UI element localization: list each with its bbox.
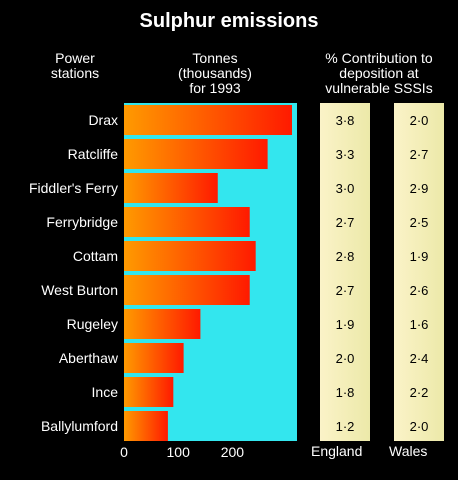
contribution-value: 2·7 [410,147,429,162]
bar [124,207,250,237]
category-label: West Burton [41,282,118,298]
wales-label: Wales [389,443,428,459]
contribution-value: 2·5 [410,215,429,230]
category-label: Cottam [73,248,118,264]
category-label: Ratcliffe [68,146,119,162]
contribution-value: 2·6 [410,283,429,298]
contribution-value: 1·9 [410,249,429,264]
bar [124,275,250,305]
value-header-line: Tonnes [192,50,238,66]
category-label: Ballylumford [41,418,118,434]
category-label: Fiddler's Ferry [29,180,118,196]
value-header: Tonnes (thousands) for 1993 [165,51,265,96]
bar [124,139,268,169]
contribution-value: 2·9 [410,181,429,196]
wales-column [394,103,444,441]
category-label: Ferrybridge [46,214,118,230]
row-header-line: stations [50,65,100,81]
category-label: Aberthaw [59,350,119,366]
row-header: Power stations [40,51,110,81]
contribution-value: 2·0 [410,419,429,434]
england-label: England [311,443,363,459]
row-header-line: Power [55,50,95,66]
bar [124,173,218,203]
value-header-line: for 1993 [189,80,241,96]
contribution-value: 3·3 [336,147,355,162]
category-label: Drax [88,112,118,128]
chart-title: Sulphur emissions [139,10,319,32]
bar [124,343,184,373]
bar [124,105,292,135]
category-label: Rugeley [67,316,118,332]
contribution-value: 2·8 [336,249,355,264]
value-header-line: (thousands) [178,65,252,81]
contribution-value: 1·8 [336,385,355,400]
contribution-value: 2·7 [336,215,355,230]
contribution-header: % Contribution to deposition at vulnerab… [300,51,458,96]
contribution-value: 3·8 [336,113,355,128]
category-label: Ince [92,384,119,400]
x-tick-label: 0 [120,444,128,460]
contribution-header-line: vulnerable SSSIs [325,80,433,96]
bar [124,241,256,271]
contribution-value: 2·2 [410,385,429,400]
contribution-value: 2·0 [336,351,355,366]
contribution-header-line: % Contribution to [325,50,433,66]
contribution-value: 1·6 [410,317,429,332]
contribution-value: 3·0 [336,181,355,196]
bar [124,411,168,441]
contribution-value: 1·9 [336,317,355,332]
contribution-value: 2·0 [410,113,429,128]
contribution-value: 2·7 [336,283,355,298]
contribution-header-line: deposition at [339,65,419,81]
bar [124,309,201,339]
bar [124,377,174,407]
x-tick-label: 100 [167,444,191,460]
contribution-value: 2·4 [410,351,429,366]
england-column [320,103,370,441]
contribution-value: 1·2 [336,419,355,434]
x-tick-label: 200 [221,444,245,460]
